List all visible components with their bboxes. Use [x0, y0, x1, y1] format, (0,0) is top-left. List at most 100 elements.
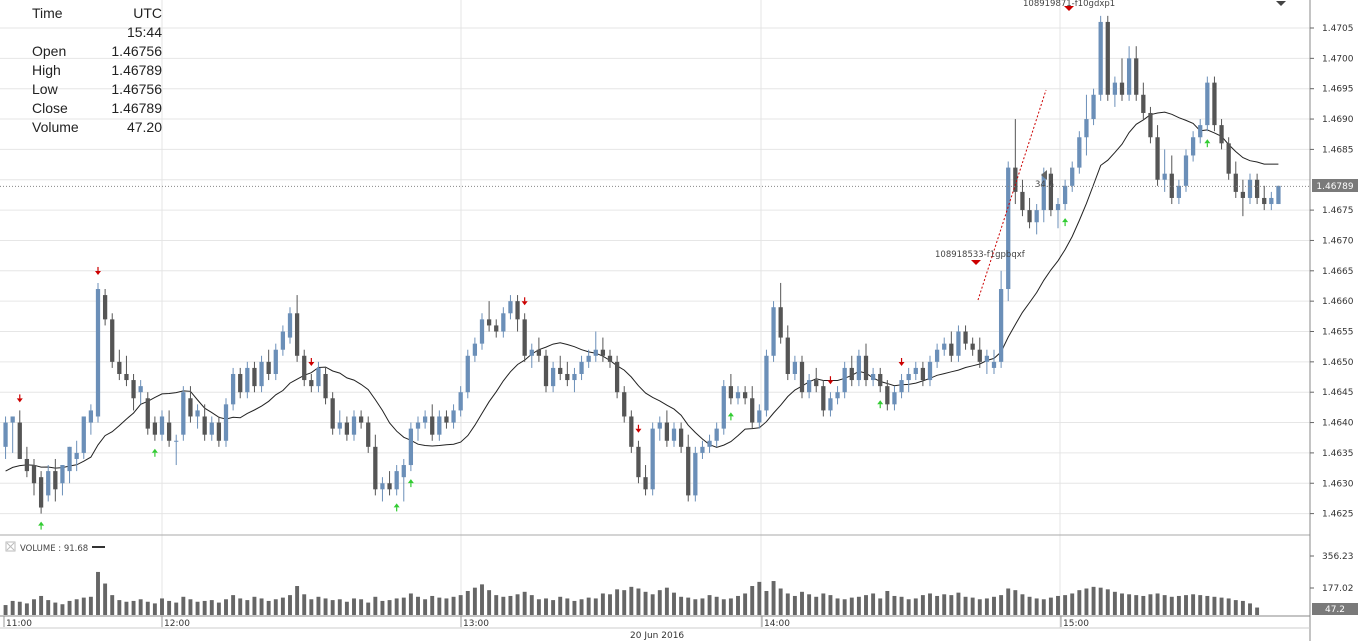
- candle[interactable]: [1198, 119, 1203, 144]
- candle[interactable]: [622, 386, 627, 423]
- candle[interactable]: [266, 349, 271, 381]
- candle[interactable]: [17, 410, 22, 459]
- candle[interactable]: [1247, 173, 1253, 205]
- candle[interactable]: [757, 404, 762, 429]
- candle[interactable]: [1183, 149, 1189, 192]
- candle[interactable]: [458, 386, 463, 417]
- candle[interactable]: [586, 349, 591, 368]
- candle[interactable]: [486, 301, 492, 332]
- candle[interactable]: [821, 380, 826, 417]
- candle[interactable]: [1141, 82, 1146, 120]
- candle[interactable]: [1205, 76, 1210, 132]
- candle[interactable]: [31, 458, 37, 496]
- candle[interactable]: [494, 319, 499, 338]
- candle[interactable]: [956, 325, 961, 362]
- candle[interactable]: [657, 416, 662, 441]
- candle[interactable]: [1027, 197, 1032, 229]
- candle[interactable]: [102, 289, 108, 326]
- candle[interactable]: [913, 361, 918, 381]
- candle[interactable]: [110, 313, 115, 368]
- candle[interactable]: [3, 416, 8, 459]
- candle[interactable]: [358, 410, 364, 429]
- candle[interactable]: [977, 337, 982, 368]
- candle[interactable]: [942, 337, 947, 356]
- candle[interactable]: [600, 337, 606, 362]
- order-label[interactable]: 108919871-f10gdxp1: [1023, 0, 1115, 9]
- candle[interactable]: [693, 446, 698, 502]
- candle[interactable]: [927, 355, 933, 387]
- candle[interactable]: [131, 373, 136, 411]
- candle[interactable]: [88, 404, 94, 435]
- candle[interactable]: [216, 416, 222, 447]
- candle[interactable]: [799, 355, 805, 399]
- candle[interactable]: [238, 367, 243, 399]
- candle[interactable]: [671, 422, 677, 447]
- candle[interactable]: [287, 307, 293, 344]
- candle[interactable]: [1070, 161, 1075, 192]
- candle[interactable]: [1034, 204, 1039, 235]
- order-annotations[interactable]: 108918533-f1gpbqxf 108919871-f10gdxp1 34.6: [935, 0, 1115, 301]
- candle[interactable]: [415, 416, 421, 441]
- candle[interactable]: [678, 422, 684, 453]
- candle[interactable]: [24, 446, 30, 478]
- candle[interactable]: [1112, 76, 1118, 107]
- volume-legend[interactable]: VOLUME : 91.68: [5, 541, 105, 554]
- candle[interactable]: [572, 367, 577, 393]
- candle[interactable]: [700, 440, 705, 459]
- candle[interactable]: [906, 367, 911, 393]
- candle[interactable]: [629, 410, 634, 453]
- candle[interactable]: [1062, 179, 1068, 211]
- candle[interactable]: [366, 416, 371, 453]
- candle[interactable]: [750, 386, 755, 429]
- candle[interactable]: [430, 404, 435, 441]
- candle[interactable]: [337, 410, 342, 435]
- candle[interactable]: [1276, 185, 1281, 205]
- candle[interactable]: [1013, 119, 1018, 205]
- candle[interactable]: [593, 331, 598, 362]
- candle[interactable]: [1134, 46, 1139, 101]
- candle[interactable]: [209, 416, 214, 441]
- candle[interactable]: [1006, 161, 1011, 302]
- candle[interactable]: [998, 270, 1004, 368]
- candle[interactable]: [259, 355, 264, 393]
- candle[interactable]: [152, 416, 158, 441]
- candle[interactable]: [394, 465, 399, 496]
- candle[interactable]: [60, 465, 65, 496]
- candle[interactable]: [401, 458, 406, 502]
- candle[interactable]: [451, 404, 456, 429]
- candle[interactable]: [550, 361, 556, 393]
- candle[interactable]: [970, 337, 975, 356]
- candle[interactable]: [522, 313, 527, 362]
- candle[interactable]: [558, 355, 563, 381]
- candle[interactable]: [764, 349, 769, 417]
- candle[interactable]: [181, 386, 186, 441]
- chevron-down-icon[interactable]: [1276, 1, 1286, 6]
- candle[interactable]: [373, 434, 378, 496]
- candle[interactable]: [380, 477, 385, 502]
- candle[interactable]: [792, 355, 798, 381]
- candle[interactable]: [188, 386, 193, 423]
- candle[interactable]: [607, 349, 613, 368]
- candle[interactable]: [878, 367, 883, 393]
- candle[interactable]: [1269, 191, 1274, 211]
- candle[interactable]: [273, 343, 278, 381]
- candle[interactable]: [195, 404, 200, 429]
- candle[interactable]: [643, 465, 648, 496]
- candle[interactable]: [650, 422, 655, 496]
- candle[interactable]: [387, 471, 392, 496]
- candle[interactable]: [145, 392, 150, 435]
- candle[interactable]: [920, 361, 926, 387]
- candle[interactable]: [828, 392, 833, 417]
- candle[interactable]: [991, 349, 997, 374]
- candle[interactable]: [408, 422, 414, 472]
- candle[interactable]: [664, 410, 670, 447]
- candle[interactable]: [849, 355, 854, 387]
- candle[interactable]: [771, 301, 776, 362]
- candle[interactable]: [785, 325, 790, 381]
- candle[interactable]: [835, 386, 840, 405]
- candle[interactable]: [245, 361, 250, 399]
- candle[interactable]: [437, 410, 442, 441]
- candle[interactable]: [778, 282, 783, 344]
- candle[interactable]: [963, 325, 968, 350]
- candle[interactable]: [1077, 131, 1082, 174]
